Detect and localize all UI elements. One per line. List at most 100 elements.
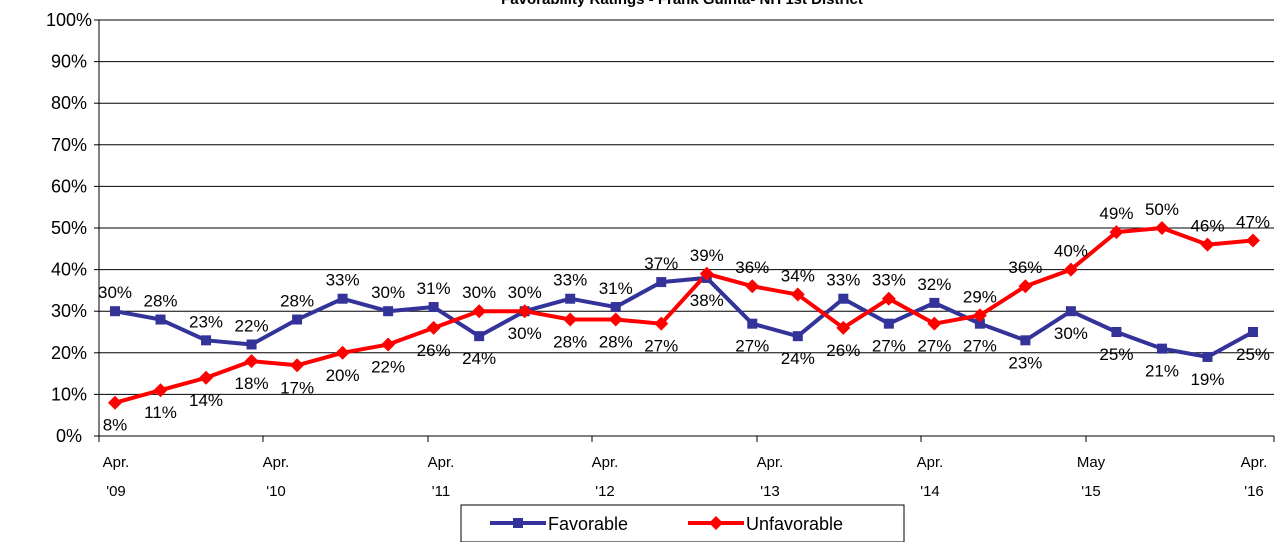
data-label-favorable: 21% bbox=[1145, 362, 1179, 381]
data-label-unfavorable: 14% bbox=[189, 391, 223, 410]
point-marker-favorable bbox=[201, 335, 212, 346]
data-label-unfavorable: 36% bbox=[735, 258, 769, 277]
data-label-unfavorable: 49% bbox=[1099, 204, 1133, 223]
data-label-favorable: 38% bbox=[690, 291, 724, 310]
data-label-favorable: 37% bbox=[644, 254, 678, 273]
x-tick-label: '15 bbox=[1081, 483, 1101, 500]
x-tick-label: Apr. bbox=[917, 454, 944, 471]
y-tick-label: 20% bbox=[51, 343, 87, 363]
point-marker-favorable bbox=[292, 314, 303, 325]
point-marker-favorable bbox=[1065, 306, 1076, 317]
point-marker-unfavorable bbox=[199, 370, 214, 385]
point-marker-favorable bbox=[610, 302, 621, 313]
x-tick-label: Apr. bbox=[1241, 454, 1268, 471]
x-tick-label: Apr. bbox=[103, 454, 130, 471]
data-label-favorable: 31% bbox=[599, 279, 633, 298]
data-label-favorable: 31% bbox=[417, 279, 451, 298]
x-tick-label: Apr. bbox=[592, 454, 619, 471]
point-marker-unfavorable bbox=[608, 312, 623, 327]
point-marker-favorable bbox=[1156, 343, 1167, 354]
point-marker-unfavorable bbox=[790, 287, 805, 302]
y-tick-label: 0% bbox=[56, 426, 82, 446]
data-label-unfavorable: 22% bbox=[371, 357, 405, 376]
point-marker-unfavorable bbox=[563, 312, 578, 327]
data-label-unfavorable: 29% bbox=[963, 287, 997, 306]
point-marker-favorable bbox=[929, 297, 940, 308]
series-markers bbox=[108, 221, 1260, 410]
legend-label-favorable: Favorable bbox=[548, 514, 628, 534]
point-marker-favorable bbox=[656, 277, 667, 288]
gridlines bbox=[99, 19, 1274, 395]
data-label-unfavorable: 40% bbox=[1054, 242, 1088, 261]
legend: Favorable Unfavorable bbox=[460, 504, 905, 542]
y-tick-label: 100% bbox=[46, 10, 92, 30]
data-label-unfavorable: 11% bbox=[144, 403, 177, 422]
point-marker-unfavorable bbox=[881, 291, 896, 306]
point-marker-unfavorable bbox=[381, 337, 396, 352]
data-label-unfavorable: 27% bbox=[644, 337, 678, 356]
point-marker-unfavorable bbox=[836, 320, 851, 335]
point-marker-unfavorable bbox=[699, 266, 714, 281]
y-tick-label: 40% bbox=[51, 260, 87, 280]
data-label-unfavorable: 28% bbox=[599, 333, 633, 352]
x-tick-label: Apr. bbox=[757, 454, 784, 471]
y-tick-label: 80% bbox=[51, 93, 87, 113]
data-label-unfavorable: 20% bbox=[326, 366, 360, 385]
data-label-unfavorable: 8% bbox=[103, 416, 128, 435]
point-marker-favorable bbox=[792, 331, 803, 342]
point-marker-unfavorable bbox=[426, 320, 441, 335]
point-marker-unfavorable bbox=[290, 358, 305, 373]
data-label-favorable: 30% bbox=[508, 283, 542, 302]
point-marker-favorable bbox=[383, 306, 394, 317]
data-label-unfavorable: 26% bbox=[826, 341, 860, 360]
point-marker-favorable bbox=[246, 339, 257, 350]
data-label-unfavorable: 50% bbox=[1145, 200, 1179, 219]
series-lines bbox=[114, 226, 1254, 405]
x-tick-label: '13 bbox=[760, 483, 780, 500]
point-marker-favorable bbox=[747, 318, 758, 329]
point-marker-unfavorable bbox=[972, 308, 987, 323]
y-tick-label: 70% bbox=[51, 135, 87, 155]
point-marker-unfavorable bbox=[1018, 279, 1033, 294]
point-marker-unfavorable bbox=[244, 354, 259, 369]
point-marker-unfavorable bbox=[108, 395, 122, 410]
data-label-unfavorable: 17% bbox=[280, 378, 314, 397]
data-label-favorable: 27% bbox=[963, 337, 997, 356]
data-label-favorable: 27% bbox=[735, 337, 769, 356]
data-label-favorable: 30% bbox=[98, 283, 132, 302]
data-labels: 30% 8% 28% 11% 23% 14% 22% 18% 28% 17% 33% 20% 30% 22… bbox=[98, 200, 1270, 435]
y-tick-label: 90% bbox=[51, 52, 87, 72]
data-label-favorable: 27% bbox=[872, 337, 906, 356]
data-label-favorable: 24% bbox=[781, 349, 815, 368]
data-label-unfavorable: 26% bbox=[417, 341, 451, 360]
data-label-favorable: 25% bbox=[1099, 345, 1133, 364]
point-marker-unfavorable bbox=[1109, 225, 1124, 240]
series-line-unfavorable bbox=[114, 226, 1254, 405]
data-label-unfavorable: 34% bbox=[781, 267, 815, 286]
data-label-favorable: 22% bbox=[235, 316, 269, 335]
x-tick-label: Apr. bbox=[428, 454, 455, 471]
point-marker-favorable bbox=[1248, 327, 1258, 337]
point-marker-favorable bbox=[337, 293, 348, 304]
point-marker-favorable bbox=[974, 318, 985, 329]
data-label-unfavorable: 18% bbox=[235, 374, 269, 393]
data-label-unfavorable: 30% bbox=[508, 324, 542, 343]
data-label-favorable: 33% bbox=[326, 271, 360, 290]
x-tick-label: '14 bbox=[920, 483, 940, 500]
data-label-favorable: 23% bbox=[1008, 353, 1042, 372]
point-marker-favorable bbox=[1020, 335, 1031, 346]
x-tick-label: '12 bbox=[595, 483, 615, 500]
data-label-unfavorable: 36% bbox=[1008, 258, 1042, 277]
point-marker-favorable bbox=[474, 331, 485, 342]
point-marker-favorable bbox=[838, 293, 849, 304]
data-label-unfavorable: 46% bbox=[1190, 217, 1224, 236]
data-label-unfavorable: 39% bbox=[690, 246, 724, 265]
x-axis-tick-labels: Apr. '09 Apr. '10 Apr. '11 Apr. '12 Apr. '13 Apr. '… bbox=[98, 436, 1275, 500]
y-axis-tick-labels: 0% 10% 20% 30% 40% 50% 60% 70% 80% 90% 100% bbox=[46, 10, 99, 446]
data-label-unfavorable: 33% bbox=[872, 271, 906, 290]
x-tick-label: '10 bbox=[266, 483, 286, 500]
chart-title: Favorability Ratings - Frank Guinta- NH … bbox=[501, 0, 863, 8]
point-marker-favorable bbox=[883, 318, 894, 329]
point-marker-favorable bbox=[565, 293, 576, 304]
